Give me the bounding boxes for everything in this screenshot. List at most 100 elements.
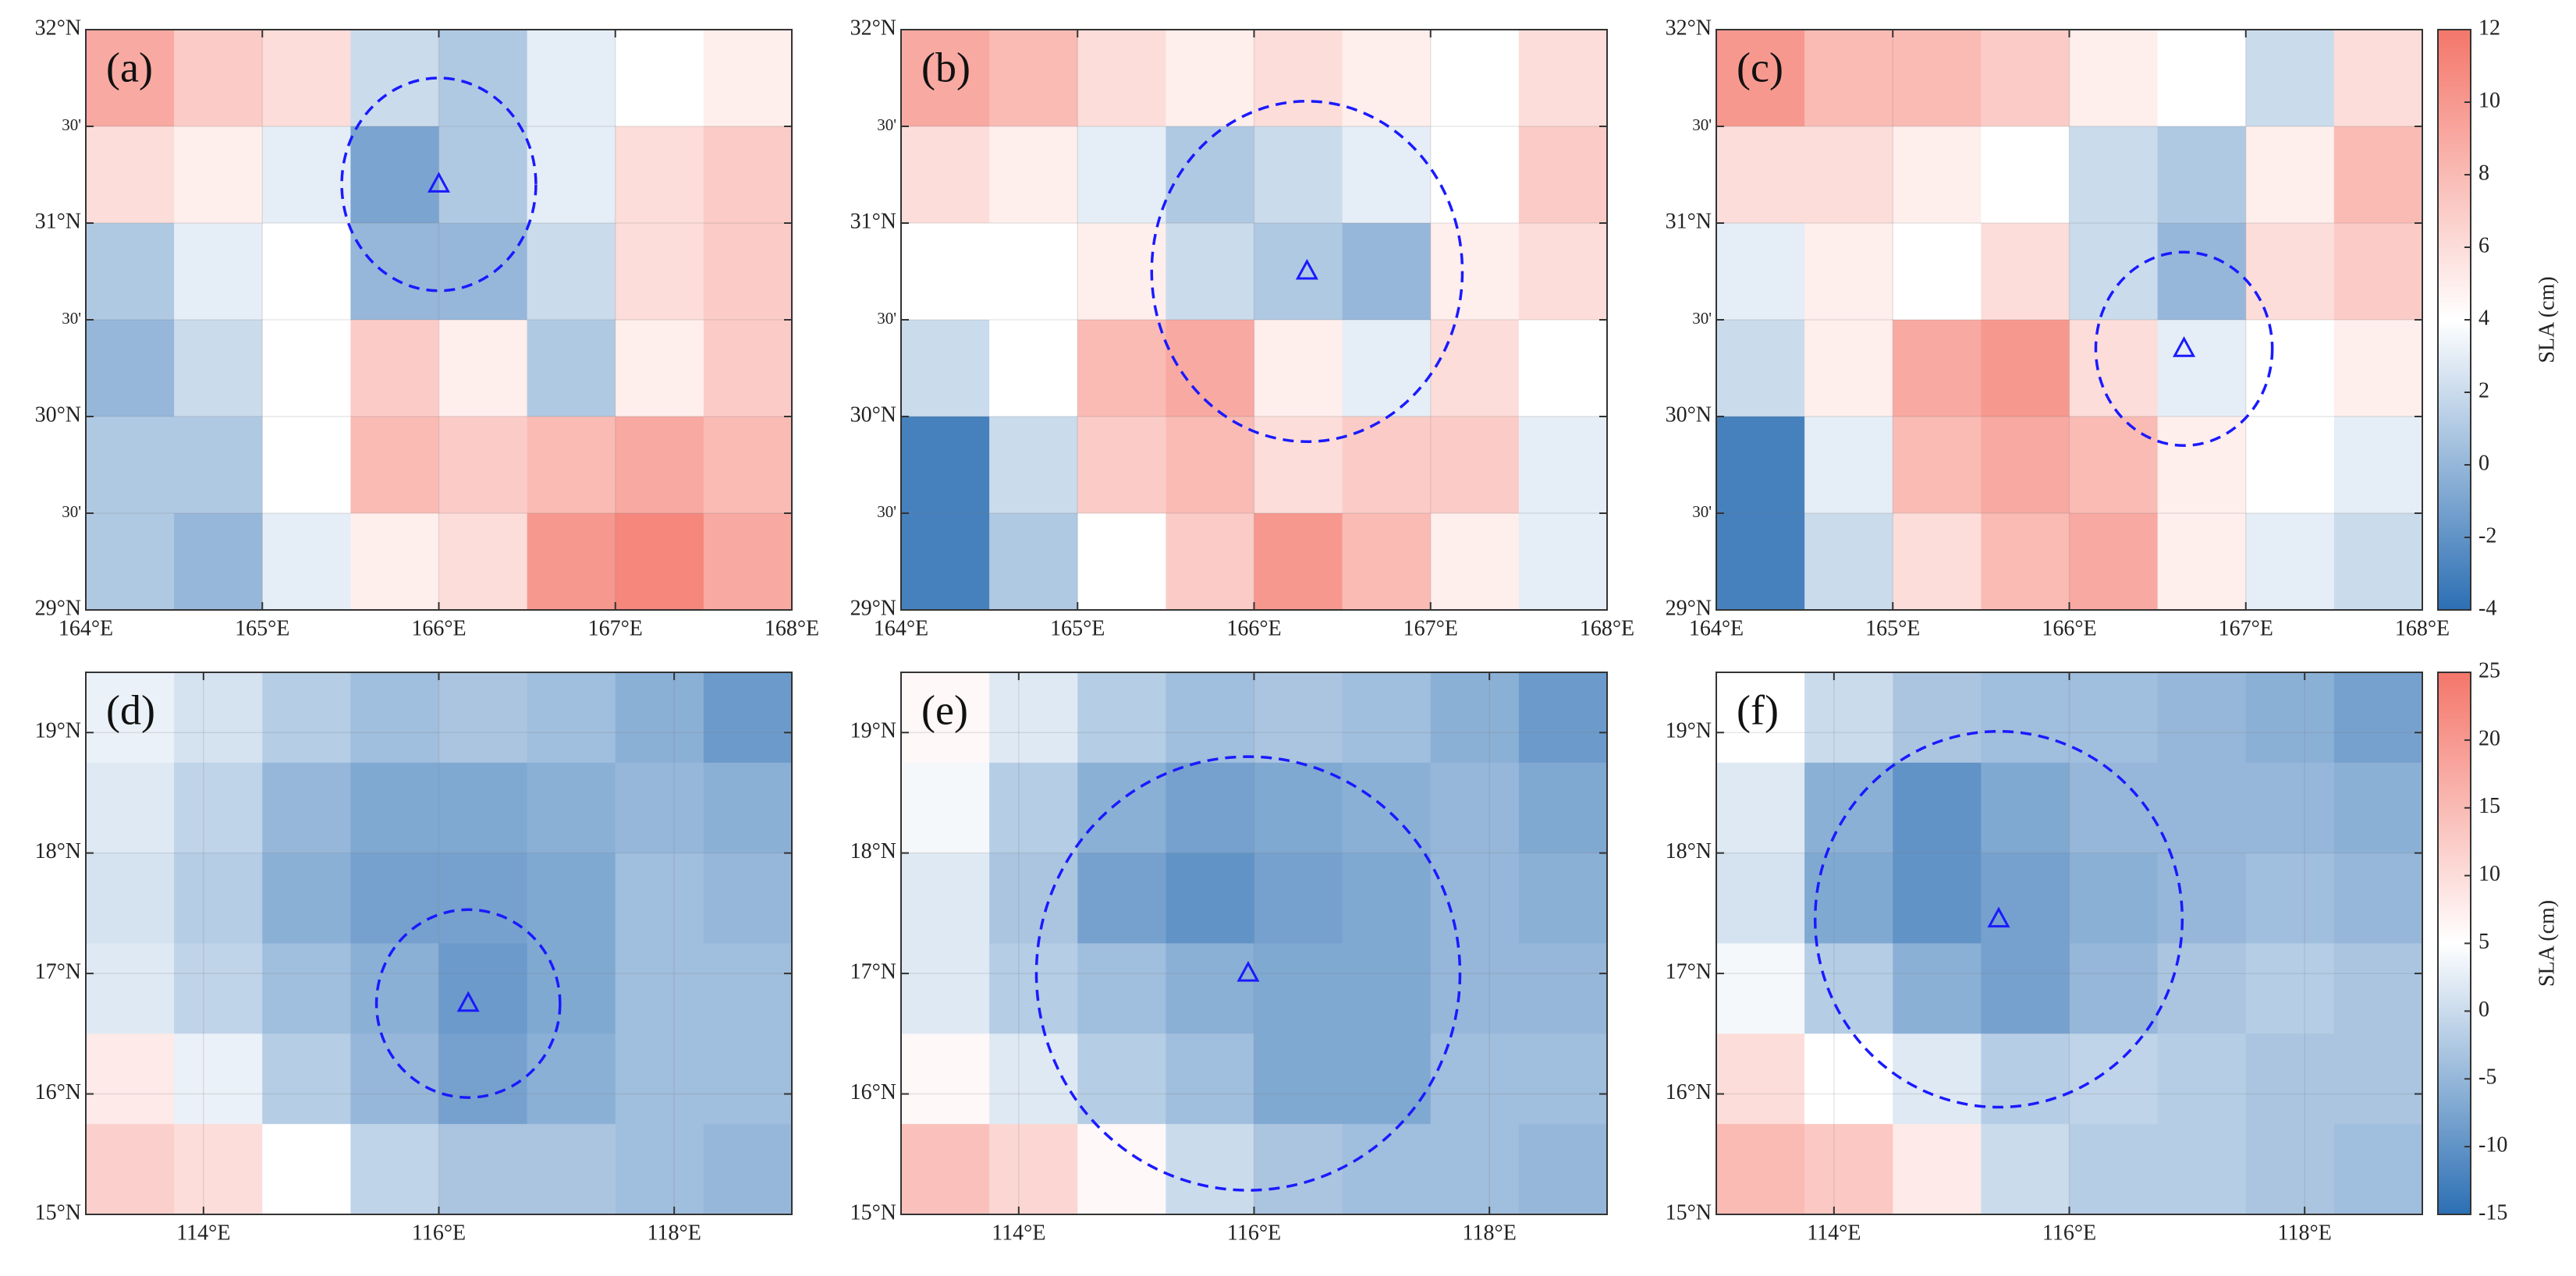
- sla-cell: [438, 223, 528, 321]
- sla-cell: [86, 416, 175, 514]
- panel-frame: [1716, 29, 2423, 611]
- sla-cell: [350, 126, 440, 224]
- sla-cell: [1254, 223, 1343, 321]
- sla-cell: [1893, 1033, 1982, 1125]
- sla-cell: [1166, 1124, 1255, 1215]
- sla-cell: [2157, 513, 2247, 611]
- sla-cell: [2157, 30, 2247, 127]
- sla-cell: [1716, 30, 1805, 127]
- sla-cell: [438, 126, 528, 224]
- sla-cell: [2069, 320, 2159, 417]
- sla-cell: [350, 943, 440, 1034]
- sla-cell: [1254, 320, 1343, 417]
- panel-label: (c): [1737, 44, 1783, 90]
- sla-cell: [438, 943, 528, 1034]
- sla-cell: [2245, 320, 2335, 417]
- colorbar-label: SLA (cm): [2535, 900, 2559, 987]
- sla-cell: [1342, 672, 1432, 764]
- sla-cell: [350, 416, 440, 514]
- x-tick-label: 168°E: [765, 616, 819, 640]
- sla-cell: [527, 672, 616, 764]
- sla-cell: [1342, 223, 1432, 321]
- y-tick-label: 15°N: [35, 1200, 81, 1225]
- sla-cell: [1893, 762, 1982, 854]
- y-tick-label: 19°N: [850, 719, 896, 743]
- colorbar-tick-label: 8: [2478, 161, 2489, 185]
- sla-cell: [615, 223, 704, 321]
- sla-cell: [2333, 126, 2423, 224]
- sla-cell: [2157, 223, 2247, 321]
- sla-cell: [2333, 320, 2423, 417]
- sla-cell: [1981, 223, 2070, 321]
- sla-cell: [438, 1124, 528, 1215]
- sla-cell: [1716, 1124, 1805, 1215]
- y-tick-label: 30': [877, 502, 896, 521]
- sla-cell: [2333, 1124, 2423, 1215]
- y-tick-label: 30': [877, 115, 896, 134]
- eddy-boundary: [2094, 250, 2274, 447]
- sla-cell: [1893, 126, 1982, 224]
- sla-cell: [989, 416, 1078, 514]
- eddy-boundary: [374, 908, 562, 1099]
- sla-cell: [1716, 126, 1805, 224]
- sla-cell: [1166, 416, 1255, 514]
- sla-cell: [1166, 1033, 1255, 1125]
- sla-cell: [2069, 1033, 2159, 1125]
- sla-cell: [350, 30, 440, 127]
- sla-cell: [2245, 223, 2335, 321]
- sla-cell: [438, 762, 528, 854]
- x-tick-label: 167°E: [1403, 616, 1458, 640]
- sla-cell: [350, 762, 440, 854]
- sla-cell: [2069, 416, 2159, 514]
- x-tick-label: 167°E: [588, 616, 643, 640]
- sla-cell: [262, 762, 351, 854]
- sla-cell: [1342, 513, 1432, 611]
- sla-cell: [2333, 223, 2423, 321]
- sla-cell: [2069, 126, 2159, 224]
- sla-cell: [527, 30, 616, 127]
- sla-cell: [901, 126, 990, 224]
- sla-cell: [1254, 672, 1343, 764]
- x-tick-label: 116°E: [2042, 1221, 2096, 1245]
- sla-cell: [350, 1033, 440, 1125]
- colorbar-tick-label: 10: [2478, 862, 2500, 886]
- sla-cell: [1430, 30, 1520, 127]
- sla-cell: [1342, 30, 1432, 127]
- sla-cell: [703, 1124, 793, 1215]
- sla-cell: [989, 852, 1078, 945]
- sla-cell: [2157, 1033, 2247, 1125]
- sla-cell: [2069, 223, 2159, 321]
- colorbar-tick-label: 12: [2478, 16, 2500, 40]
- sla-cell: [2333, 672, 2423, 764]
- colorbar-tick-label: -2: [2478, 523, 2496, 548]
- x-tick-label: 116°E: [1227, 1221, 1281, 1245]
- sla-cell: [703, 762, 793, 854]
- sla-cell: [1518, 1124, 1608, 1215]
- sla-cell: [1716, 320, 1805, 417]
- sla-cell: [2245, 416, 2335, 514]
- sla-cell: [615, 126, 704, 224]
- sla-cell: [1254, 1033, 1343, 1125]
- sla-cell: [703, 30, 793, 127]
- sla-cell: [703, 943, 793, 1034]
- sla-cell: [86, 320, 175, 417]
- sla-cell: [1716, 223, 1805, 321]
- sla-cell: [262, 30, 351, 127]
- colorbar-tick-label: 2: [2478, 378, 2489, 402]
- sla-cell: [1430, 1033, 1520, 1125]
- colorbar-tick-label: 0: [2478, 998, 2489, 1022]
- sla-cell: [703, 416, 793, 514]
- sla-cell: [262, 320, 351, 417]
- sla-cell: [1254, 943, 1343, 1034]
- y-tick-label: 19°N: [35, 719, 81, 743]
- eddy-center: [1295, 258, 1318, 280]
- sla-cell: [989, 943, 1078, 1034]
- sla-cell: [1166, 513, 1255, 611]
- y-tick-label: 17°N: [850, 960, 896, 984]
- y-tick-label: 30': [877, 309, 896, 328]
- sla-cell: [527, 762, 616, 854]
- sla-cell: [1716, 1033, 1805, 1125]
- sla-cell: [1981, 1124, 2070, 1215]
- colorbar-tick-label: 5: [2478, 930, 2489, 954]
- y-tick-label: 30': [1692, 115, 1712, 134]
